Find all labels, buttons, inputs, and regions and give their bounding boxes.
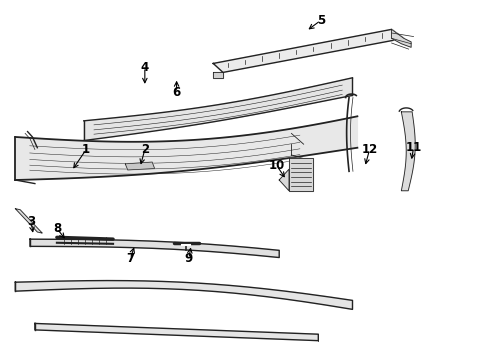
- Text: 1: 1: [82, 143, 90, 156]
- Polygon shape: [401, 112, 415, 191]
- Text: 3: 3: [27, 215, 35, 228]
- Polygon shape: [289, 158, 314, 191]
- Polygon shape: [15, 280, 352, 309]
- Polygon shape: [125, 162, 155, 170]
- Polygon shape: [213, 30, 404, 72]
- Text: 4: 4: [141, 60, 149, 73]
- Polygon shape: [35, 323, 319, 341]
- Text: 6: 6: [172, 86, 181, 99]
- Polygon shape: [279, 169, 289, 191]
- Polygon shape: [15, 116, 357, 180]
- Text: 7: 7: [126, 252, 134, 265]
- Text: 5: 5: [317, 14, 325, 27]
- Polygon shape: [213, 72, 223, 78]
- Polygon shape: [84, 78, 352, 140]
- Polygon shape: [15, 209, 42, 233]
- Text: 2: 2: [141, 143, 149, 156]
- Text: 11: 11: [405, 141, 422, 154]
- Text: 9: 9: [185, 252, 193, 265]
- Text: 8: 8: [53, 222, 61, 235]
- Polygon shape: [392, 30, 411, 47]
- Polygon shape: [30, 239, 279, 257]
- Text: 10: 10: [269, 159, 285, 172]
- Text: 12: 12: [362, 143, 378, 156]
